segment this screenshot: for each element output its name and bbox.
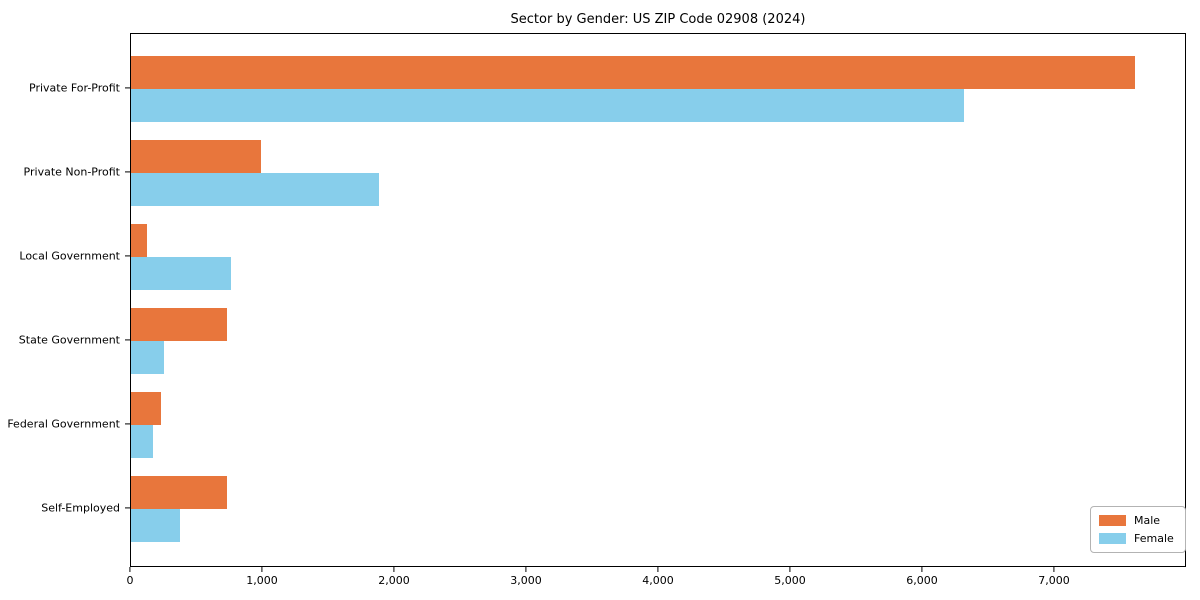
y-axis-tick (125, 507, 130, 509)
y-axis-tick (125, 87, 130, 89)
y-axis-label: Self-Employed (41, 501, 120, 515)
x-axis-tick-label: 4,000 (642, 574, 674, 587)
bar-female-0 (131, 89, 964, 122)
y-axis-label: Local Government (19, 249, 120, 263)
y-axis-tick (125, 339, 130, 341)
plot-area (130, 33, 1186, 567)
legend-swatch-male (1099, 515, 1126, 526)
bar-female-1 (131, 173, 379, 206)
y-axis-label: Private For-Profit (29, 81, 120, 95)
bar-male-5 (131, 476, 228, 509)
x-axis-tick (789, 567, 791, 572)
bar-male-4 (131, 392, 162, 425)
bar-female-2 (131, 257, 232, 290)
x-axis-tick (525, 567, 527, 572)
chart-title: Sector by Gender: US ZIP Code 02908 (202… (510, 12, 806, 27)
x-axis-tick (657, 567, 659, 572)
y-axis-label: Private Non-Profit (23, 165, 120, 179)
bar-male-2 (131, 224, 147, 257)
bar-female-3 (131, 341, 164, 374)
legend-entry-female: Female (1099, 533, 1177, 544)
x-axis-tick-label: 1,000 (246, 574, 278, 587)
x-axis-tick-label: 5,000 (774, 574, 806, 587)
x-axis-tick-label: 3,000 (510, 574, 542, 587)
legend-entry-male: Male (1099, 515, 1177, 526)
y-axis-tick (125, 423, 130, 425)
legend-label: Male (1134, 514, 1161, 527)
legend: Male Female (1090, 506, 1186, 553)
x-axis-tick (921, 567, 923, 572)
x-axis-tick (1053, 567, 1055, 572)
legend-swatch-female (1099, 533, 1126, 544)
bar-male-3 (131, 308, 228, 341)
y-axis-tick (125, 171, 130, 173)
x-axis-tick-label: 0 (126, 574, 134, 587)
x-axis-tick-label: 2,000 (378, 574, 410, 587)
y-axis-tick (125, 255, 130, 257)
x-axis-tick-label: 7,000 (1038, 574, 1070, 587)
bar-male-0 (131, 56, 1135, 89)
legend-label: Female (1134, 532, 1174, 545)
x-axis-tick (129, 567, 131, 572)
bar-female-4 (131, 425, 154, 458)
bar-male-1 (131, 140, 262, 173)
x-axis-tick (393, 567, 395, 572)
x-axis-tick (261, 567, 263, 572)
y-axis-label: Federal Government (7, 417, 120, 431)
y-axis-label: State Government (18, 333, 120, 347)
x-axis-tick-label: 6,000 (906, 574, 938, 587)
bar-female-5 (131, 509, 180, 542)
